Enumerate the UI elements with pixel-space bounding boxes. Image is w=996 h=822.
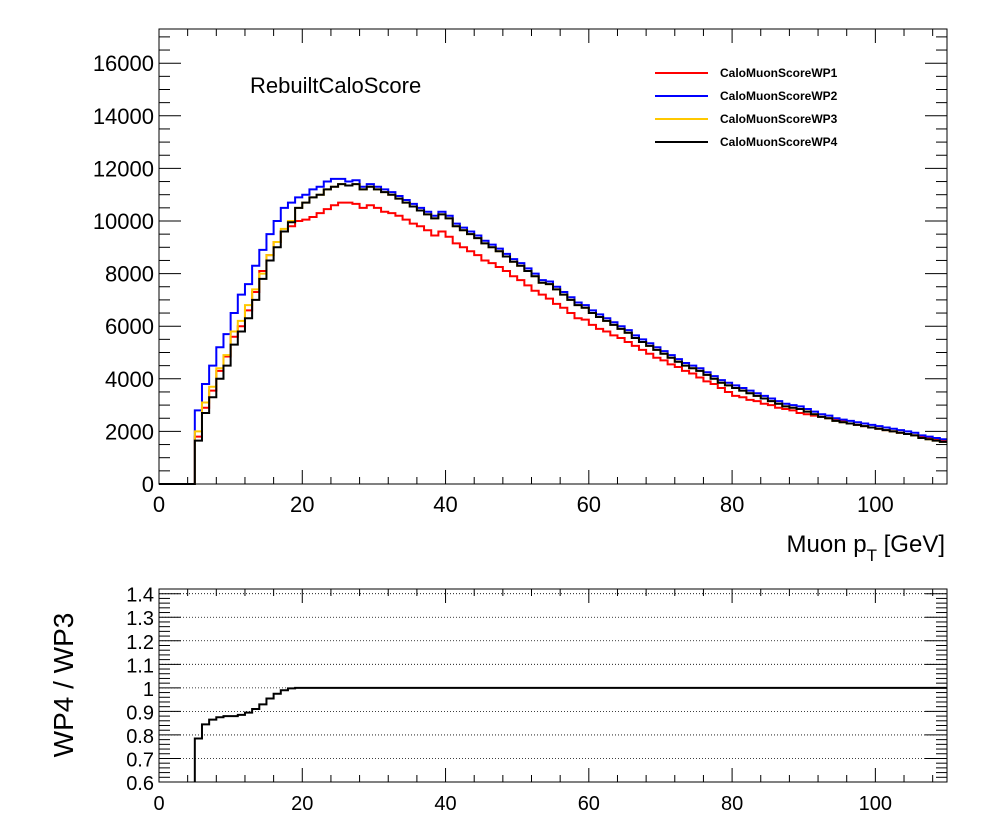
x-axis-title: Muon pT [GeV] (787, 531, 945, 565)
ratio-panel: 0 20 40 60 80 100 0.60.70.80.911.11.21.31.4 WP… (48, 585, 948, 815)
x-tick-label: 100 (859, 793, 892, 815)
y-tick-label: 0.8 (126, 726, 154, 748)
y-tick-label: 0.6 (126, 773, 154, 795)
ratio-axis-ticks (158, 588, 947, 783)
series-line-ratio (193, 686, 947, 782)
x-tick-label: 40 (434, 793, 456, 815)
y-tick-label: 8000 (105, 262, 154, 287)
y-tick-label: 1.4 (126, 585, 154, 607)
x-tick-label: 20 (291, 793, 313, 815)
x-tick-label: 60 (578, 793, 600, 815)
x-axis-title-unit: [GeV] (877, 531, 945, 558)
y-tick-label: 1.2 (126, 632, 154, 654)
legend-entry-label: CaloMuonScoreWP2 (720, 89, 838, 103)
legend-entry-label: CaloMuonScoreWP3 (720, 112, 838, 126)
y-tick-label: 12000 (93, 156, 154, 181)
y-tick-label: 6000 (105, 314, 154, 339)
main-axis-ticks (158, 29, 947, 485)
x-tick-label: 60 (577, 492, 601, 517)
legend: CaloMuonScoreWP1 CaloMuonScoreWP2 CaloMuon… (655, 66, 838, 149)
y-tick-label: 0.9 (126, 702, 154, 724)
legend-entry-label: CaloMuonScoreWP4 (720, 135, 838, 149)
x-tick-label: 40 (433, 492, 457, 517)
legend-entry-label: CaloMuonScoreWP1 (720, 66, 838, 80)
y-tick-label: 1.1 (126, 655, 154, 677)
main-histogram-panel: 0 20 40 60 80 100 0 2000 4000 6000 8000 10000 12000 1… (93, 28, 948, 565)
histogram-series-group (159, 177, 947, 485)
x-axis-title-main: Muon p (787, 531, 867, 558)
y-tick-label: 4000 (105, 367, 154, 392)
y-tick-label: 16000 (93, 51, 154, 76)
y-tick-label: 10000 (93, 209, 154, 234)
x-tick-label: 0 (153, 793, 164, 815)
main-frame (158, 28, 948, 485)
series-line-calomuonscorewp4 (159, 183, 947, 485)
annotation-label: RebuiltCaloScore (250, 73, 421, 98)
y-tick-label: 1 (143, 679, 154, 701)
y-tick-label: 14000 (93, 104, 154, 129)
y-tick-label: 1.3 (126, 608, 154, 630)
y-tick-label: 0 (142, 472, 154, 497)
x-tick-label: 80 (720, 492, 744, 517)
ratio-axis-tick-labels: 0 20 40 60 80 100 0.60.70.80.911.11.21.31.4 (126, 585, 892, 815)
x-tick-label: 0 (153, 492, 165, 517)
ratio-y-axis-title: WP4 / WP3 (48, 613, 79, 758)
main-axis-tick-labels: 0 20 40 60 80 100 0 2000 4000 6000 8000 10000 12000 1… (93, 51, 894, 517)
x-axis-title-subscript: T (867, 546, 877, 565)
ratio-frame (158, 588, 948, 783)
x-tick-label: 80 (721, 793, 743, 815)
y-tick-label: 2000 (105, 419, 154, 444)
x-tick-label: 20 (290, 492, 314, 517)
ratio-series-group (193, 686, 947, 782)
y-tick-label: 0.7 (126, 749, 154, 771)
x-tick-label: 100 (857, 492, 894, 517)
